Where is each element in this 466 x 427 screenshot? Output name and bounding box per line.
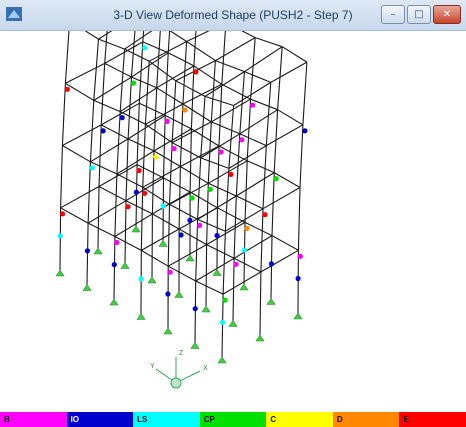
base-supports (55, 225, 303, 364)
axis-label-x: X (203, 365, 208, 372)
legend-item-b: B (0, 412, 67, 427)
hinge-marker (244, 225, 250, 231)
hinge-marker (268, 261, 274, 267)
hinge-marker (295, 275, 301, 282)
axis-label-y: Y (150, 363, 155, 370)
app-icon (6, 7, 22, 21)
hinge-marker (197, 222, 203, 228)
support-icon (190, 341, 200, 349)
support-icon (228, 319, 238, 327)
axis-label-z: Z (179, 350, 184, 357)
support-icon (163, 327, 173, 335)
hinge-marker (241, 247, 247, 253)
hinge-marker (273, 176, 279, 182)
hinge-marker (228, 171, 234, 177)
axes-origin (170, 377, 182, 389)
support-icon (185, 254, 195, 262)
hinge-state-legend: B IO LS CP C D E (0, 412, 466, 427)
legend-item-e: E (399, 412, 466, 427)
hinge-marker (136, 168, 142, 174)
hinge-marker (262, 212, 268, 218)
hinge-marker (125, 204, 131, 210)
hinge-marker (214, 232, 220, 239)
hinge-marker (165, 291, 171, 297)
title-bar[interactable]: 3-D View Deformed Shape (PUSH2 - Step 7)… (0, 0, 466, 31)
maximize-button[interactable]: □ (407, 5, 431, 24)
support-icon (255, 334, 265, 342)
window-title: 3-D View Deformed Shape (PUSH2 - Step 7) (113, 8, 353, 22)
hinge-marker (297, 253, 303, 259)
hinge-marker (60, 211, 66, 217)
hinge-marker (133, 189, 139, 195)
legend-item-cp: CP (199, 412, 267, 427)
plastic-hinges (57, 45, 308, 325)
hinge-marker (187, 217, 193, 223)
support-icon (239, 283, 249, 291)
hinge-marker (192, 306, 198, 312)
model-3d-viewport[interactable]: Z X Y (0, 31, 466, 411)
hinge-marker (164, 118, 170, 124)
hinge-marker (218, 149, 224, 155)
hinge-marker (64, 86, 70, 92)
hinge-marker (233, 261, 239, 267)
hinge-marker (153, 154, 159, 160)
structural-frame (59, 31, 308, 358)
support-icon (147, 276, 157, 284)
hinge-marker (167, 269, 173, 275)
support-icon (217, 356, 227, 364)
hinge-marker (219, 319, 226, 325)
support-icon (93, 247, 103, 255)
hinge-marker (178, 232, 184, 238)
hinge-marker (222, 297, 228, 303)
support-icon (293, 312, 303, 320)
hinge-marker (119, 115, 125, 121)
support-icon (266, 297, 276, 305)
support-icon (120, 261, 130, 269)
hinge-marker (114, 239, 120, 246)
legend-item-io: IO (66, 412, 134, 427)
axes-triad (155, 357, 201, 389)
hinge-marker (138, 276, 144, 282)
hinge-marker (250, 102, 256, 108)
hinge-marker (239, 137, 245, 143)
hinge-marker (142, 45, 148, 51)
hinge-marker (302, 128, 308, 134)
support-icon (82, 283, 92, 291)
hinge-marker (193, 69, 199, 75)
support-icon (55, 269, 65, 277)
hinge-marker (160, 203, 166, 209)
support-icon (212, 268, 222, 276)
legend-item-d: D (332, 412, 400, 427)
hinge-marker (111, 262, 117, 268)
hinge-marker (182, 107, 188, 113)
support-icon (174, 290, 184, 298)
hinge-marker (100, 128, 106, 134)
support-icon (136, 312, 146, 320)
hinge-marker (142, 190, 148, 196)
hinge-marker (207, 186, 213, 192)
support-icon (131, 225, 141, 233)
legend-item-c: C (266, 412, 333, 427)
support-icon (109, 298, 119, 306)
support-icon (158, 239, 168, 247)
hinge-marker (130, 80, 137, 86)
legend-item-ls: LS (133, 412, 200, 427)
hinge-marker (89, 165, 95, 171)
support-icon (201, 305, 211, 313)
hinge-marker (189, 195, 195, 201)
close-button[interactable]: ✕ (433, 5, 461, 24)
hinge-marker (57, 233, 63, 239)
minimize-button[interactable]: – (381, 5, 405, 24)
hinge-marker (84, 248, 90, 254)
hinge-marker (171, 146, 177, 152)
